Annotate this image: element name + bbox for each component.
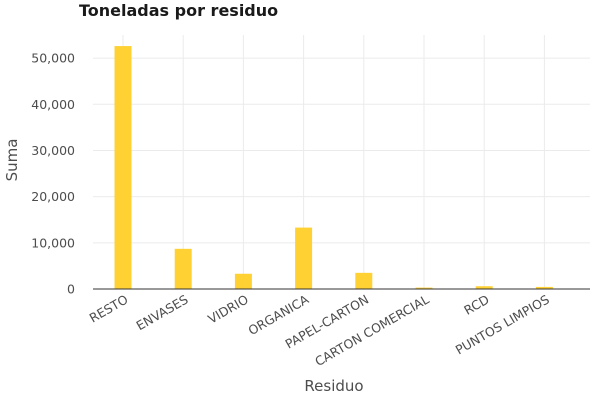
bar xyxy=(355,272,373,289)
chart-title: Toneladas por residuo xyxy=(79,1,279,20)
grid-lines xyxy=(93,35,590,289)
y-tick-label: 30,000 xyxy=(31,143,75,158)
bar xyxy=(234,273,252,289)
y-tick-label: 40,000 xyxy=(31,97,75,112)
y-tick-label: 10,000 xyxy=(31,235,75,250)
y-axis-title: Suma xyxy=(3,139,21,182)
bar xyxy=(415,287,433,289)
bar xyxy=(174,248,192,289)
x-tick-label: RCD xyxy=(461,292,491,318)
x-axis-title: Residuo xyxy=(304,377,363,395)
bar xyxy=(475,286,493,289)
bar xyxy=(114,46,132,290)
x-tick-label: ENVASES xyxy=(134,292,191,334)
y-tick-label: 50,000 xyxy=(31,51,75,66)
x-tick-label: RESTO xyxy=(87,292,131,326)
x-tick-label: CARTON COMERCIAL xyxy=(312,292,431,370)
bar xyxy=(535,286,553,289)
x-tick-labels: RESTO ENVASES VIDRIOORGANICAPAPEL-CARTONCA… xyxy=(87,291,552,369)
x-tick-label: VIDRIO xyxy=(205,292,251,327)
bars xyxy=(114,46,553,290)
y-tick-label: 0 xyxy=(67,282,75,297)
y-tick-label: 20,000 xyxy=(31,189,75,204)
y-tick-labels: 0 10,000 20,000 30,000 40,000 50,000 xyxy=(31,51,75,297)
bar xyxy=(295,227,313,289)
